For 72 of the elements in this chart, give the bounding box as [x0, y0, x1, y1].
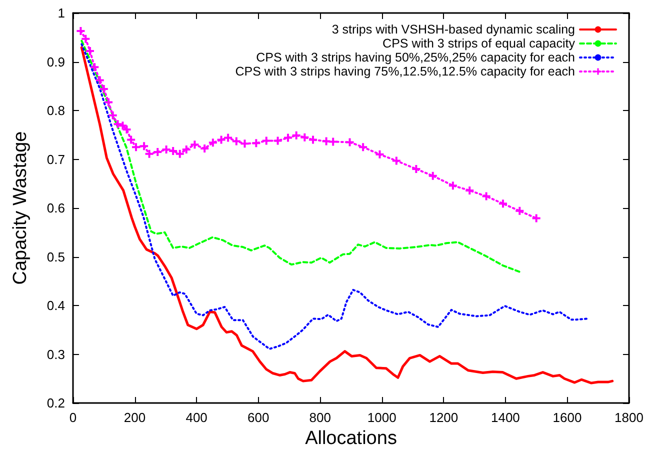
x-tick-label: 1200 — [429, 410, 458, 425]
point — [96, 76, 104, 84]
point — [346, 138, 354, 146]
point — [104, 98, 113, 106]
point — [482, 192, 490, 200]
point — [122, 126, 131, 134]
point — [284, 134, 292, 142]
point — [412, 165, 420, 173]
x-tick-label: 600 — [247, 410, 270, 425]
point — [252, 139, 260, 148]
point — [466, 186, 474, 194]
point — [274, 136, 282, 145]
point — [428, 172, 437, 180]
point — [309, 136, 318, 144]
point — [176, 150, 184, 158]
x-tick-label: 1800 — [614, 410, 644, 425]
point — [132, 143, 140, 152]
point — [162, 146, 170, 154]
point — [240, 140, 249, 148]
point — [498, 200, 507, 208]
x-tick-label: 1600 — [552, 410, 582, 425]
point — [376, 150, 384, 158]
y-tick-label: 0.4 — [46, 298, 65, 313]
point — [145, 150, 154, 158]
point — [76, 27, 85, 36]
point — [190, 140, 199, 149]
legend-label: CPS with 3 strips having 75%,12.5%,12.5% capacity for each — [235, 64, 576, 78]
y-tick-label: 0.3 — [46, 346, 65, 362]
x-tick-label: 1000 — [367, 410, 396, 425]
x-axis-title: Allocations — [305, 428, 397, 449]
x-tick-label: 0 — [69, 410, 77, 425]
point — [208, 138, 217, 147]
y-tick-label: 1 — [58, 6, 65, 20]
x-tick-label: 1400 — [490, 410, 520, 425]
legend-label: CPS with 3 strips of equal capacity — [382, 36, 576, 50]
point — [86, 47, 94, 56]
point — [200, 144, 209, 153]
y-tick-label: 0.6 — [46, 200, 65, 216]
x-tick-label: 400 — [186, 410, 208, 425]
point — [232, 137, 240, 146]
point — [118, 122, 127, 130]
y-tick-label: 0.7 — [46, 152, 65, 167]
point — [169, 146, 178, 155]
y-axis-title: Capacity Wastage — [10, 131, 31, 285]
point — [359, 143, 368, 152]
point — [154, 148, 162, 156]
point — [322, 137, 330, 146]
point — [262, 136, 270, 145]
point — [300, 133, 309, 142]
y-tick-label: 0.5 — [46, 249, 65, 264]
point — [90, 63, 99, 72]
point — [516, 206, 524, 215]
point — [392, 156, 400, 165]
y-tick-label: 0.8 — [46, 103, 65, 118]
point — [448, 182, 457, 190]
point — [140, 142, 148, 150]
point — [82, 34, 90, 43]
legend-label: CPS with 3 strips having 50%,25%,25% capacity for each — [256, 50, 576, 64]
point — [532, 214, 540, 222]
y-tick-label: 0.2 — [46, 396, 65, 410]
point — [127, 136, 136, 144]
point — [224, 134, 232, 142]
point — [217, 136, 226, 144]
point — [182, 146, 190, 154]
y-tick-label: 0.9 — [46, 54, 65, 70]
point — [108, 111, 117, 120]
point — [329, 138, 338, 146]
x-tick-label: 800 — [309, 410, 331, 425]
point — [292, 131, 300, 140]
legend-label: 3 strips with VSHSH-based dynamic scaling — [332, 22, 576, 36]
point — [100, 85, 108, 94]
x-tick-label: 200 — [124, 410, 146, 425]
